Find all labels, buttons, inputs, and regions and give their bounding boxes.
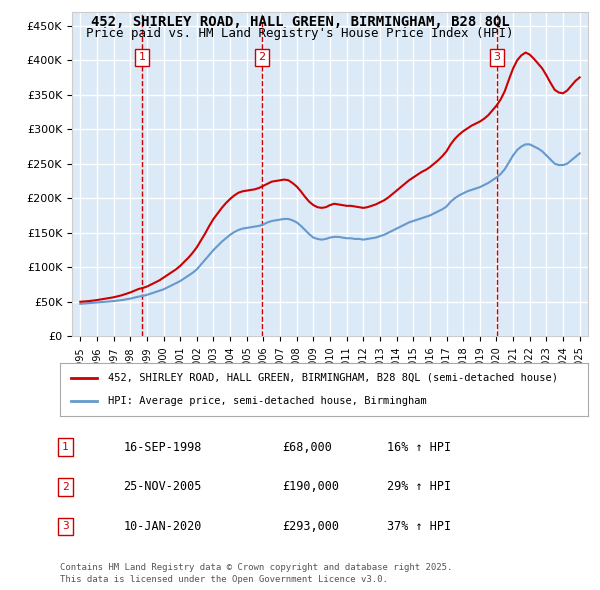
Text: 1: 1 (139, 53, 146, 62)
Text: HPI: Average price, semi-detached house, Birmingham: HPI: Average price, semi-detached house,… (107, 396, 426, 406)
Text: 37% ↑ HPI: 37% ↑ HPI (388, 520, 451, 533)
Text: 25-NOV-2005: 25-NOV-2005 (124, 480, 202, 493)
Text: Price paid vs. HM Land Registry's House Price Index (HPI): Price paid vs. HM Land Registry's House … (86, 27, 514, 40)
Text: 3: 3 (493, 53, 500, 62)
Text: 16-SEP-1998: 16-SEP-1998 (124, 441, 202, 454)
Text: 452, SHIRLEY ROAD, HALL GREEN, BIRMINGHAM, B28 8QL: 452, SHIRLEY ROAD, HALL GREEN, BIRMINGHA… (91, 15, 509, 29)
Text: Contains HM Land Registry data © Crown copyright and database right 2025.: Contains HM Land Registry data © Crown c… (60, 563, 452, 572)
Text: This data is licensed under the Open Government Licence v3.0.: This data is licensed under the Open Gov… (60, 575, 388, 584)
Text: £293,000: £293,000 (282, 520, 339, 533)
Text: 2: 2 (258, 53, 265, 62)
Text: 10-JAN-2020: 10-JAN-2020 (124, 520, 202, 533)
Text: 452, SHIRLEY ROAD, HALL GREEN, BIRMINGHAM, B28 8QL (semi-detached house): 452, SHIRLEY ROAD, HALL GREEN, BIRMINGHA… (107, 373, 557, 383)
Text: 29% ↑ HPI: 29% ↑ HPI (388, 480, 451, 493)
Text: 16% ↑ HPI: 16% ↑ HPI (388, 441, 451, 454)
Text: £68,000: £68,000 (282, 441, 332, 454)
Text: 3: 3 (62, 522, 68, 532)
Text: £190,000: £190,000 (282, 480, 339, 493)
Text: 2: 2 (62, 482, 68, 491)
Text: 1: 1 (62, 442, 68, 452)
